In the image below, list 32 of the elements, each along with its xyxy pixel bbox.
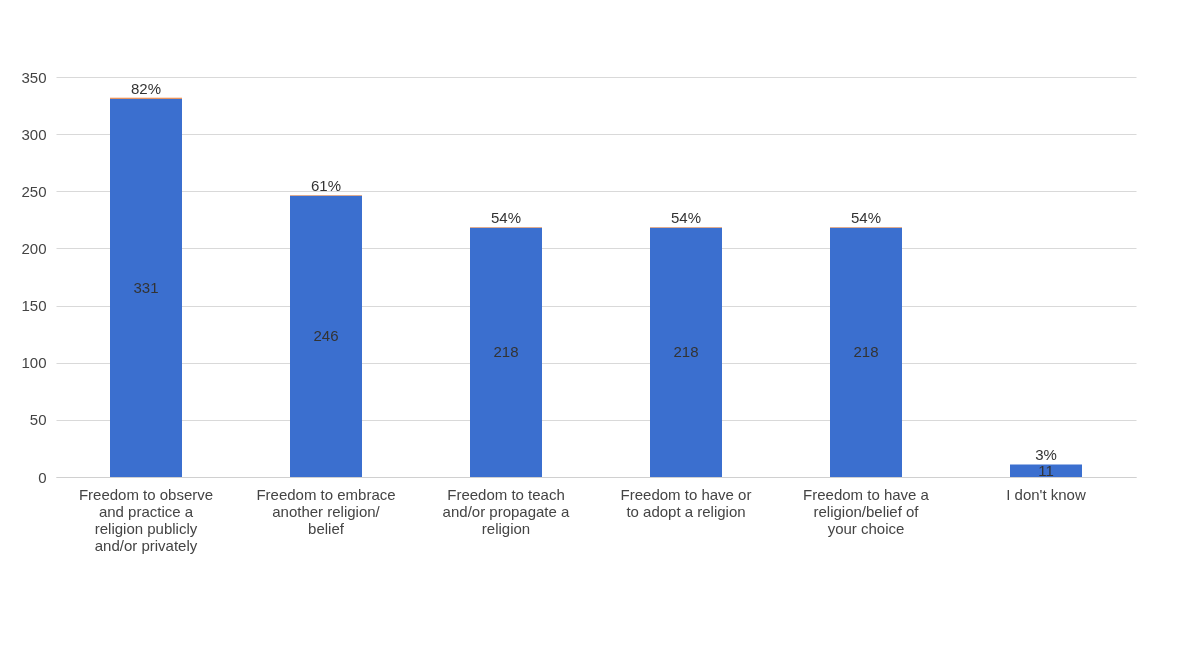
- data-label: 54%: [490, 209, 522, 227]
- bar: [830, 227, 902, 477]
- y-tick-label: 250: [21, 182, 47, 200]
- y-tick-label: 50: [29, 411, 47, 429]
- x-tick-label: Freedom to observe and practice a religion publicly and/or privately: [78, 485, 214, 554]
- bar: [470, 227, 542, 477]
- data-label: 54%: [850, 209, 882, 227]
- bar: [290, 195, 362, 477]
- x-tick-label: Freedom to embrace another religion/ belief: [256, 485, 396, 537]
- y-tick-label: 0: [38, 468, 47, 486]
- x-tick-label: Freedom to teach and/or propagate a religion: [442, 485, 571, 537]
- bar: [650, 227, 722, 477]
- bar: [1010, 464, 1082, 477]
- y-tick-label: 100: [21, 354, 47, 372]
- data-label: 218: [493, 343, 519, 361]
- bar: [110, 98, 182, 477]
- data-label: 331: [133, 278, 159, 296]
- data-label: 246: [313, 327, 339, 345]
- y-tick-label: 300: [21, 125, 47, 143]
- y-tick-label: 150: [21, 297, 47, 315]
- data-label: 61%: [310, 177, 342, 195]
- data-label: 82%: [130, 79, 162, 97]
- y-tick-label: 350: [21, 68, 47, 86]
- data-label: 3%: [1035, 446, 1057, 464]
- y-tick-label: 200: [21, 239, 47, 257]
- x-tick-label: Freedom to have a religion/belief of your choice: [803, 485, 930, 537]
- data-label: 54%: [670, 209, 702, 227]
- data-label: 218: [853, 343, 879, 361]
- data-label: 11: [1038, 461, 1054, 479]
- x-tick-label: Freedom to have or to adopt a religion: [620, 485, 752, 520]
- x-tick-label: I don't know: [1006, 485, 1086, 503]
- data-label: 218: [673, 343, 699, 361]
